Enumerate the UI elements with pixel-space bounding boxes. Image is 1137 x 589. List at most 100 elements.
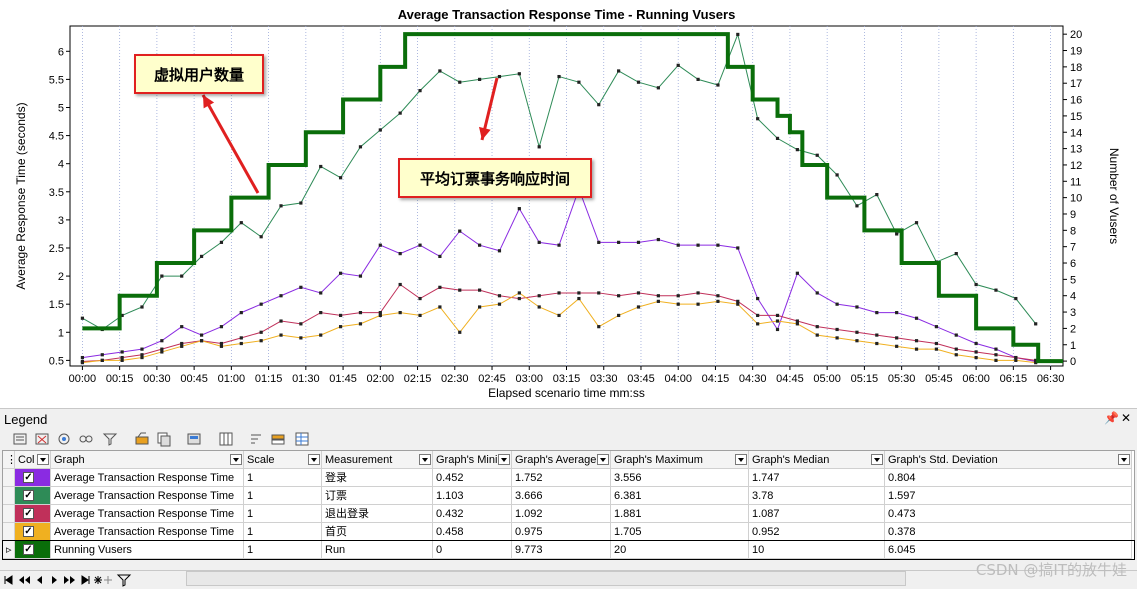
- data-point: [537, 145, 541, 149]
- last-record-icon[interactable]: [81, 575, 90, 585]
- row-visible-checkbox[interactable]: ✓: [23, 544, 34, 555]
- funnel-icon[interactable]: [116, 574, 132, 587]
- data-point: [1014, 296, 1018, 301]
- sort-icon[interactable]: [248, 431, 264, 447]
- data-point: [517, 296, 521, 301]
- header-std-deviation[interactable]: Graph's Std. Deviation: [885, 451, 1132, 469]
- row-visible-checkbox[interactable]: ✓: [23, 490, 34, 501]
- grid-icon[interactable]: [294, 431, 310, 447]
- y2-tick-label: 17: [1070, 78, 1082, 90]
- legend-row[interactable]: ✓ Average Transaction Response Time 1 首页 0.4…: [3, 523, 1134, 541]
- horizontal-scrollbar[interactable]: [186, 571, 906, 586]
- legend-row[interactable]: ✓ Average Transaction Response Time 1 订票 1.1…: [3, 487, 1134, 505]
- x-tick-label: 01:00: [218, 373, 246, 385]
- header-maximum[interactable]: Graph's Maximum: [611, 451, 749, 469]
- x-tick-label: 01:15: [255, 373, 283, 385]
- filter-icon[interactable]: [102, 431, 118, 447]
- chevron-down-icon[interactable]: [597, 454, 609, 465]
- series-1: [80, 187, 1038, 364]
- data-point: [895, 344, 899, 348]
- data-point: [815, 325, 819, 329]
- header-min[interactable]: Graph's Mini: [433, 451, 512, 469]
- chevron-down-icon[interactable]: [735, 454, 747, 465]
- cell-median: 0.952: [749, 523, 885, 541]
- x-tick-label: 06:30: [1037, 373, 1065, 385]
- data-point: [577, 80, 581, 84]
- prev-record-icon[interactable]: [37, 576, 42, 584]
- configure-icon[interactable]: [56, 431, 72, 447]
- row-visible-checkbox[interactable]: ✓: [23, 472, 34, 483]
- data-point: [676, 243, 680, 247]
- data-point: [617, 313, 621, 318]
- data-point: [994, 288, 998, 292]
- header-col[interactable]: Col: [15, 451, 51, 469]
- legend-toolbar: [0, 428, 1137, 450]
- cell-measurement: 登录: [322, 469, 433, 487]
- data-point: [855, 305, 859, 309]
- data-point: [875, 311, 879, 315]
- pin-icon[interactable]: 📌: [1104, 411, 1119, 425]
- data-point: [736, 302, 740, 306]
- y2-tick-label: 15: [1070, 111, 1082, 123]
- x-tick-label: 02:00: [367, 373, 395, 385]
- color-icon[interactable]: [134, 431, 150, 447]
- chevron-down-icon[interactable]: [498, 454, 510, 465]
- chevron-down-icon[interactable]: [308, 454, 320, 465]
- chevron-down-icon[interactable]: [871, 454, 883, 465]
- data-point: [160, 350, 164, 354]
- header-scale[interactable]: Scale: [244, 451, 322, 469]
- data-point: [974, 355, 978, 360]
- chevron-down-icon[interactable]: [1118, 454, 1130, 465]
- y-tick-label: 6: [58, 46, 64, 58]
- header-graph[interactable]: Graph: [51, 451, 244, 469]
- row-color-swatch: ✓: [15, 469, 51, 487]
- data-point: [458, 229, 462, 233]
- data-point: [617, 69, 621, 73]
- cell-std: 0.378: [885, 523, 1132, 541]
- arrow-to-vusers-label: [201, 94, 260, 194]
- legend-row[interactable]: ✓ Average Transaction Response Time 1 登录 0.4…: [3, 469, 1134, 487]
- legend-title: Legend: [4, 412, 48, 427]
- cell-measurement: Run: [322, 541, 433, 559]
- y-tick-label: 4.5: [49, 131, 64, 143]
- columns-icon[interactable]: [218, 431, 234, 447]
- legend-row[interactable]: ✓ Average Transaction Response Time 1 退出登录 0…: [3, 505, 1134, 523]
- data-point: [656, 237, 660, 242]
- data-point: [875, 341, 879, 346]
- chevron-down-icon[interactable]: [419, 454, 431, 465]
- show-all-icon[interactable]: [12, 431, 28, 447]
- row-visible-checkbox[interactable]: ✓: [23, 526, 34, 537]
- next-record-icon[interactable]: [52, 576, 57, 584]
- chevron-down-icon[interactable]: [37, 454, 49, 465]
- data-point: [219, 344, 224, 348]
- copy-icon[interactable]: [156, 431, 172, 447]
- new-record-icon[interactable]: [94, 576, 102, 584]
- group-icon[interactable]: [270, 431, 286, 447]
- row-visible-checkbox[interactable]: ✓: [23, 508, 34, 519]
- cell-median: 10: [749, 541, 885, 559]
- legend-row[interactable]: ▹ ✓ Running Vusers 1 Run 0 9.773 20 10 6.045: [2, 540, 1135, 560]
- hide-all-icon[interactable]: [34, 431, 50, 447]
- next-page-icon[interactable]: [64, 576, 75, 584]
- new-filter-icon[interactable]: [104, 576, 112, 584]
- prev-page-icon[interactable]: [19, 576, 30, 584]
- cell-median: 3.78: [749, 487, 885, 505]
- row-indicator: [3, 487, 15, 505]
- export-icon[interactable]: [186, 431, 202, 447]
- data-point: [716, 83, 720, 87]
- first-record-icon[interactable]: [4, 575, 13, 585]
- data-point: [875, 192, 879, 197]
- x-tick-label: 04:30: [739, 373, 767, 385]
- y2-tick-label: 20: [1070, 29, 1082, 41]
- cell-avg: 1.752: [512, 469, 611, 487]
- header-median[interactable]: Graph's Median: [749, 451, 885, 469]
- header-average[interactable]: Graph's Average: [512, 451, 611, 469]
- close-icon[interactable]: ✕: [1121, 411, 1132, 425]
- cell-std: 1.597: [885, 487, 1132, 505]
- cell-max: 20: [611, 541, 749, 559]
- data-point: [656, 299, 660, 303]
- link-icon[interactable]: [78, 431, 94, 447]
- chevron-down-icon[interactable]: [230, 454, 242, 465]
- header-measurement[interactable]: Measurement: [322, 451, 433, 469]
- data-point: [954, 333, 958, 337]
